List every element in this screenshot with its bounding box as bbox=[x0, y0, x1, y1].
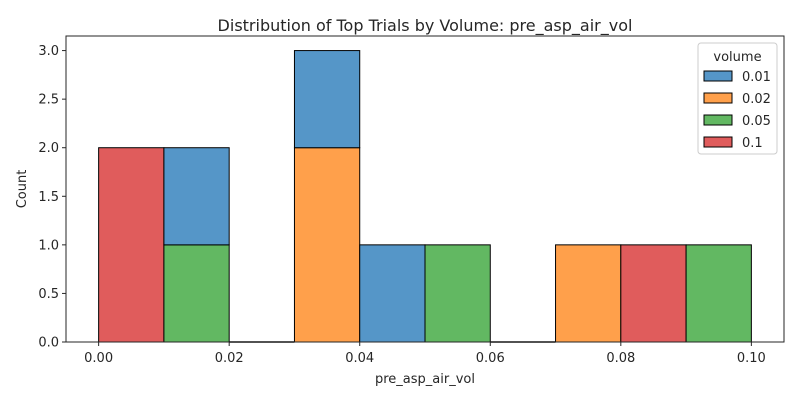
x-tick-label: 0.08 bbox=[606, 351, 635, 366]
legend-label: 0.02 bbox=[742, 92, 771, 107]
y-tick-label: 1.5 bbox=[38, 190, 59, 205]
chart-title: Distribution of Top Trials by Volume: pr… bbox=[218, 16, 633, 36]
bars-group bbox=[98, 50, 752, 343]
legend-label: 0.01 bbox=[742, 70, 771, 85]
bar-0_05-bin-9 bbox=[685, 244, 752, 343]
y-axis-ticks: 0.0 0.5 1.0 1.5 2.0 2.5 3.0 bbox=[38, 44, 66, 351]
legend-label: 0.05 bbox=[742, 114, 771, 129]
legend-title: volume bbox=[713, 50, 761, 65]
x-tick-label: 0.04 bbox=[345, 351, 374, 366]
bar-0_01-bin-1 bbox=[163, 147, 230, 246]
x-tick-label: 0.02 bbox=[215, 351, 244, 366]
bar-0_01-bin-4 bbox=[359, 244, 426, 343]
bar-0_1-bin-8 bbox=[620, 244, 687, 343]
bar-0_01-bin-3 bbox=[293, 50, 361, 149]
y-tick-label: 1.0 bbox=[38, 238, 59, 253]
legend-swatch bbox=[703, 114, 733, 126]
legend-swatch bbox=[703, 136, 733, 148]
y-tick-label: 3.0 bbox=[38, 44, 59, 59]
bar-0_1-bin-0 bbox=[98, 147, 165, 343]
y-tick-label: 0.0 bbox=[38, 336, 59, 351]
legend-swatch bbox=[703, 70, 733, 82]
legend: volume 0.01 0.02 0.05 0.1 bbox=[697, 42, 778, 155]
y-tick-label: 0.5 bbox=[38, 287, 59, 302]
bar-0_05-bin-5 bbox=[424, 244, 491, 343]
bar-0_02-bin-7 bbox=[555, 244, 622, 343]
x-axis-ticks: 0.00 0.02 0.04 0.06 0.08 0.10 bbox=[84, 342, 766, 366]
x-tick-label: 0.00 bbox=[84, 351, 113, 366]
y-axis-label: Count bbox=[15, 170, 30, 209]
x-tick-label: 0.10 bbox=[737, 351, 766, 366]
y-tick-label: 2.5 bbox=[38, 93, 59, 108]
plot-frame bbox=[65, 35, 785, 343]
y-tick-label: 2.0 bbox=[38, 141, 59, 156]
x-tick-label: 0.06 bbox=[476, 351, 505, 366]
legend-swatch bbox=[703, 92, 733, 104]
x-axis-label: pre_asp_air_vol bbox=[375, 372, 475, 387]
bar-0_02-bin-3 bbox=[293, 147, 361, 343]
bar-0_05-bin-1 bbox=[163, 244, 230, 343]
legend-label: 0.1 bbox=[742, 136, 763, 151]
